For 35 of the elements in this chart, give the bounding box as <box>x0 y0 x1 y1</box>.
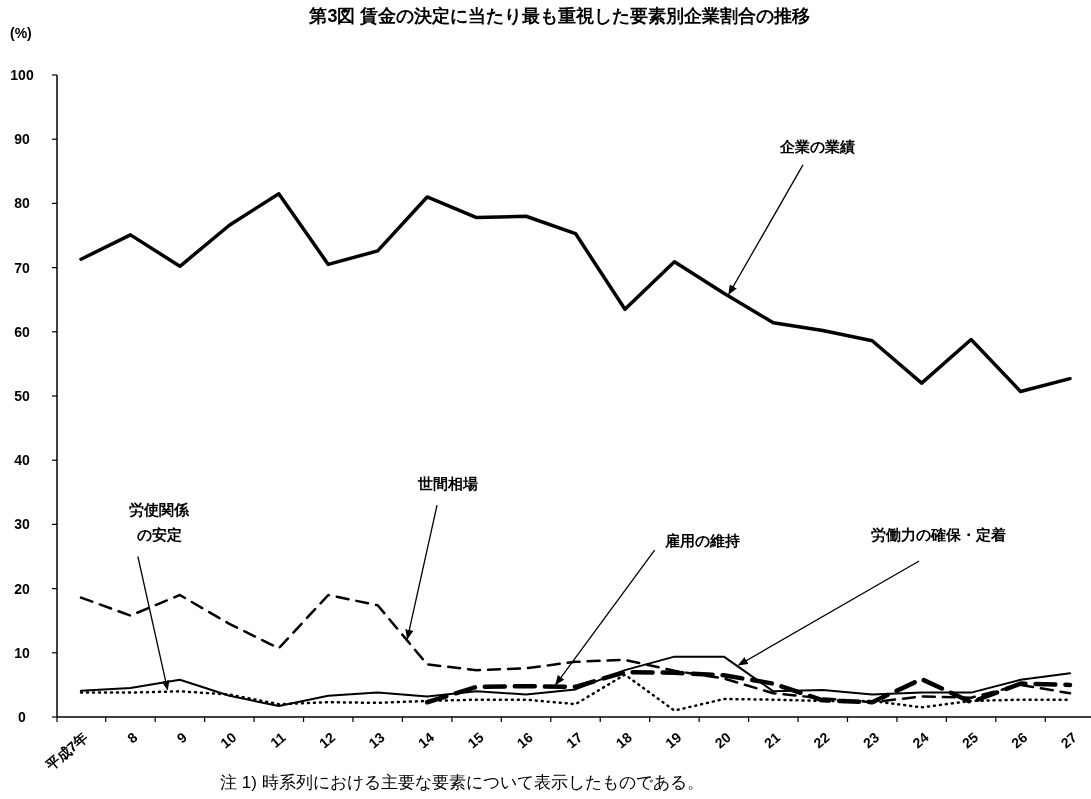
x-tick-label: 15 <box>464 728 487 752</box>
x-tick-label: 13 <box>365 728 388 752</box>
x-tick-label: 12 <box>315 728 339 752</box>
y-tick-label: 80 <box>14 195 30 212</box>
y-tick-label: 90 <box>14 131 30 148</box>
x-tick-label: 26 <box>1008 728 1031 752</box>
y-tick-label: 60 <box>14 323 30 340</box>
x-tick-label: 27 <box>1057 728 1081 752</box>
y-tick-label: 10 <box>14 644 30 661</box>
x-tick-label: 10 <box>217 728 240 752</box>
x-tick-label: 16 <box>513 728 537 752</box>
y-tick-label: 100 <box>10 67 34 83</box>
y-tick-label: 30 <box>14 516 30 533</box>
chart-title: 第3図 賃金の決定に当たり最も重視した要素別企業割合の推移 <box>308 6 811 26</box>
x-tick-label: 11 <box>267 728 289 751</box>
x-tick-label: 8 <box>124 728 141 747</box>
x-tick-label: 9 <box>173 728 190 747</box>
y-tick-label: 50 <box>14 388 30 404</box>
x-tick-label: 平成7年 <box>41 729 91 774</box>
y-tick-label: 0 <box>18 709 27 725</box>
y-tick-label: 70 <box>14 259 30 276</box>
x-tick-label: 20 <box>711 728 734 752</box>
x-tick-label: 14 <box>414 728 438 752</box>
x-tick-label: 23 <box>859 728 883 752</box>
text: 注 1) 時系列における主要な要素について表示したものである。 <box>220 773 704 792</box>
x-tick-label: 19 <box>662 728 685 752</box>
x-tick-label: 24 <box>909 728 932 752</box>
y-tick-label: 40 <box>14 452 30 469</box>
x-tick-label: 18 <box>612 728 636 752</box>
x-tick-label: 17 <box>563 728 586 752</box>
x-tick-label: 25 <box>958 728 982 752</box>
x-tick-label: 21 <box>761 728 784 752</box>
x-tick-label: 22 <box>810 728 833 752</box>
y-tick-label: 20 <box>14 580 30 597</box>
y-axis-title: (%) <box>10 25 32 41</box>
